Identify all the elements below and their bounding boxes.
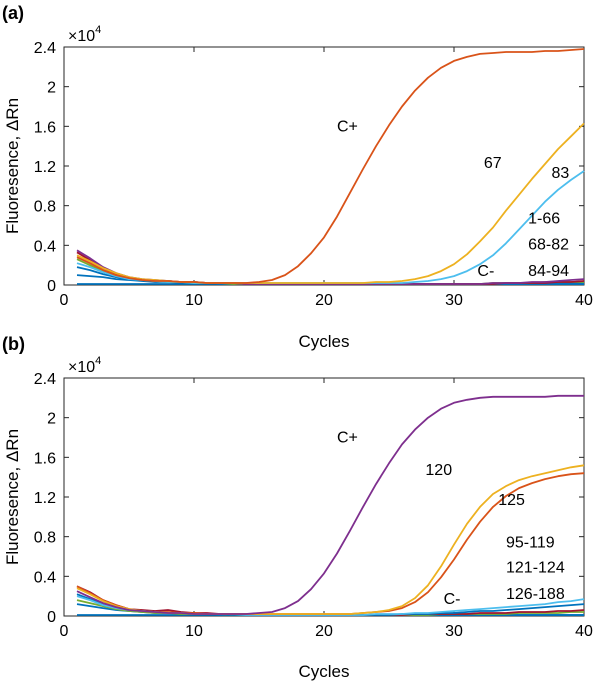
x-tick-label: 20 — [315, 623, 333, 640]
x-tick-label: 0 — [60, 623, 69, 640]
axis-ticks: 0 10 20 30 40 0 0.4 0.8 1.2 1.6 2 2.4 — [34, 40, 593, 309]
panel-label: (a) — [2, 3, 24, 23]
curve-annotation: C+ — [337, 429, 358, 446]
y-tick-label: 0.4 — [34, 569, 56, 586]
curve-annotation: C- — [477, 263, 494, 280]
series-line-c — [76, 48, 585, 284]
x-tick-label: 30 — [445, 623, 463, 640]
y-tick-label: 2 — [47, 411, 56, 428]
x-axis-label: Cycles — [298, 662, 349, 681]
x-tick-label: 10 — [185, 292, 203, 309]
y-tick-label: 1.2 — [34, 490, 56, 507]
y-tick-label: 0.4 — [34, 238, 56, 255]
curve-annotations: C+ 120 125 95-119 121-124 C- 126-188 — [337, 429, 565, 608]
series-lines — [76, 394, 585, 616]
curve-annotation: 68-82 — [528, 236, 569, 253]
y-tick-label: 1.6 — [34, 450, 56, 467]
curve-annotation: 121-124 — [506, 559, 565, 576]
x-tick-label: 30 — [445, 292, 463, 309]
y-tick-label: 1.6 — [34, 119, 56, 136]
curve-annotation: 67 — [484, 155, 502, 172]
x-tick-label: 40 — [575, 623, 593, 640]
panel-label: (b) — [2, 334, 25, 354]
curve-annotations: C+ 67 83 1-66 68-82 C- 84-94 — [337, 118, 569, 280]
y-tick-label: 1.2 — [34, 159, 56, 176]
y-tick-label: 2.4 — [34, 40, 56, 57]
curve-annotation: 120 — [425, 462, 452, 479]
series-line-c — [76, 394, 584, 615]
exponent-label: ×104 — [68, 24, 101, 45]
y-tick-label: 0 — [47, 278, 56, 295]
series-lines — [76, 48, 585, 285]
x-tick-label: 20 — [315, 292, 333, 309]
x-axis-label: Cycles — [298, 332, 349, 351]
curve-annotation: 83 — [552, 165, 570, 182]
y-axis-label: Fluoresence, ΔRn — [3, 429, 22, 565]
axis-ticks: 0 10 20 30 40 0 0.4 0.8 1.2 1.6 2 2.4 — [34, 371, 593, 640]
x-tick-label: 0 — [60, 292, 69, 309]
curve-annotation: 1-66 — [528, 211, 560, 228]
y-tick-label: 2.4 — [34, 371, 56, 388]
curve-annotation: 125 — [498, 492, 525, 509]
x-tick-label: 40 — [575, 292, 593, 309]
curve-annotation: 126-188 — [506, 586, 565, 603]
curve-annotation: C+ — [337, 118, 358, 135]
y-tick-label: 0.8 — [34, 530, 56, 547]
curve-annotation: C- — [444, 591, 461, 608]
y-tick-label: 0 — [47, 609, 56, 626]
plot-area — [63, 46, 585, 286]
y-tick-label: 0.8 — [34, 199, 56, 216]
plot-area — [63, 377, 585, 617]
exponent-label: ×104 — [68, 355, 101, 376]
y-tick-label: 2 — [47, 80, 56, 97]
curve-annotation: 95-119 — [506, 535, 555, 552]
panel-b: (b) 0 10 20 30 40 0 0.4 0.8 1.2 1.6 2 2.4 C+ 120 125 9… — [2, 334, 593, 681]
x-tick-label: 10 — [185, 623, 203, 640]
y-axis-label: Fluoresence, ΔRn — [3, 98, 22, 234]
curve-annotation: 84-94 — [528, 263, 569, 280]
panel-a: (a) 0 10 20 30 40 0 0.4 0.8 1.2 1.6 2 2.4 C+ 67 83 1-6… — [2, 3, 593, 351]
